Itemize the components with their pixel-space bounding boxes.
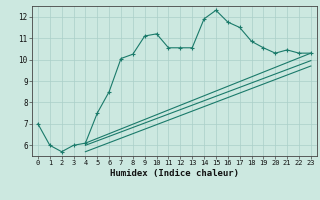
X-axis label: Humidex (Indice chaleur): Humidex (Indice chaleur) [110,169,239,178]
